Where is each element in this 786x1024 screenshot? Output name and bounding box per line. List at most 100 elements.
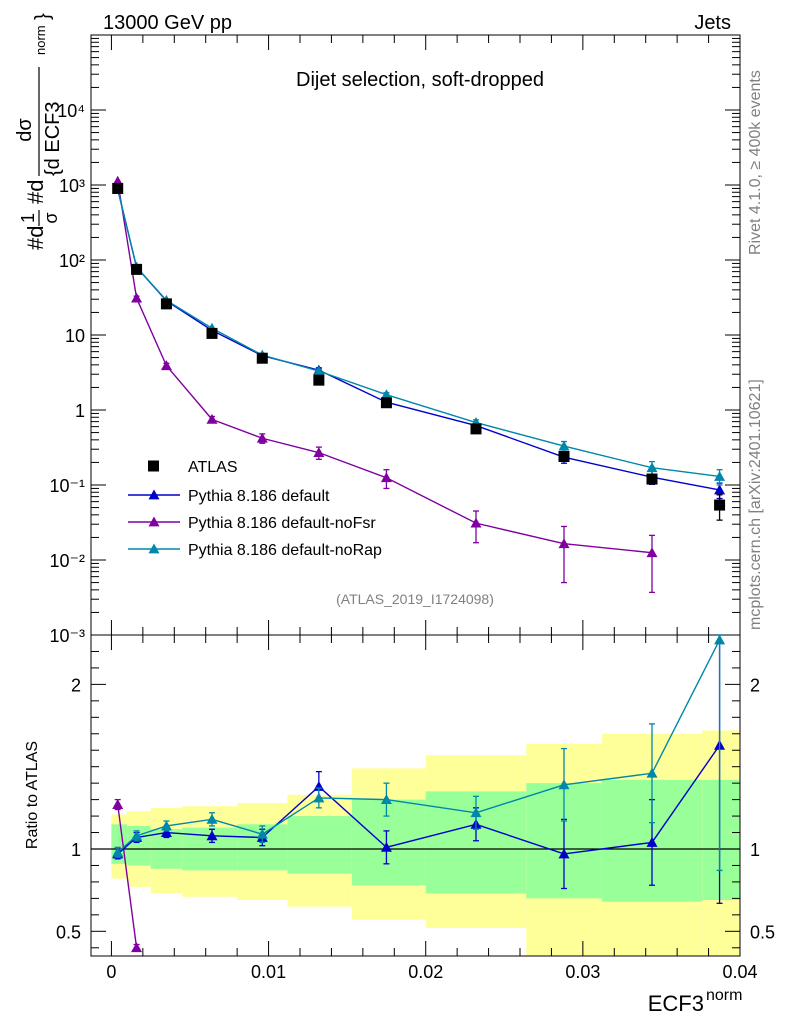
data-point	[206, 413, 218, 424]
data-point	[256, 352, 268, 364]
data-point	[206, 327, 218, 339]
data-point	[313, 792, 325, 803]
data-point	[131, 830, 143, 841]
x-tick-label: 0.02	[408, 962, 443, 982]
data-point	[714, 634, 726, 645]
legend-marker	[148, 543, 160, 554]
ratio-y-tick-label-right: 2	[750, 675, 760, 695]
data-point	[206, 830, 218, 841]
data-point	[380, 472, 392, 483]
series-line	[117, 188, 720, 491]
svg-text:1: 1	[18, 213, 38, 223]
svg-text:}: }	[32, 13, 54, 20]
legend-marker	[148, 460, 159, 472]
y-tick-label: 10⁻³	[49, 626, 85, 646]
data-point	[256, 828, 268, 839]
mcplots-label: mcplots.cern.ch [arXiv:2401.10621]	[747, 379, 764, 630]
legend-label: Pythia 8.186 default	[188, 488, 330, 505]
ratio-y-tick-label: 0.5	[56, 922, 81, 942]
legend-entry: Pythia 8.186 default	[128, 488, 330, 505]
y-tick-label: 10³	[59, 176, 85, 196]
svg-text:dσ: dσ	[14, 118, 36, 142]
series-pythia-8-186-default-norap	[112, 183, 726, 486]
data-point	[206, 813, 218, 824]
svg-text:{d ECF3: {d ECF3	[42, 102, 64, 176]
data-point	[646, 767, 658, 778]
data-point	[558, 779, 570, 790]
x-axis-label: ECF3 norm	[648, 987, 743, 1016]
data-point	[131, 942, 143, 953]
uncertainty-band-inner	[351, 799, 426, 886]
data-point	[558, 538, 570, 549]
data-point	[646, 473, 658, 485]
data-point	[646, 547, 658, 558]
series-line	[117, 181, 653, 554]
data-point	[558, 450, 570, 462]
ratio-plot-frame	[90, 634, 741, 957]
legend-label: Pythia 8.186 default-noFsr	[188, 515, 376, 532]
legend-entry: Pythia 8.186 default-noRap	[128, 542, 382, 559]
data-point	[256, 432, 268, 443]
y-tick-label: 1	[75, 401, 85, 421]
data-point	[646, 462, 658, 473]
x-tick-label: 0.01	[251, 962, 286, 982]
data-point	[558, 440, 570, 451]
series-pythia-8-186-default-nofsr	[112, 798, 143, 953]
data-point	[112, 846, 124, 857]
svg-text:norm: norm	[33, 25, 48, 55]
ratio-y-tick-label: 1	[71, 840, 81, 860]
ratio-y-tick-label-right: 1	[750, 840, 760, 860]
y-tick-label: 10⁻²	[49, 551, 85, 571]
data-point	[131, 292, 143, 303]
data-point	[160, 360, 172, 371]
data-point	[380, 389, 392, 400]
uncertainty-band-inner	[287, 816, 352, 874]
x-tick-label: 0	[106, 962, 116, 982]
data-point	[112, 799, 124, 809]
y-tick-label: 10²	[59, 251, 85, 271]
data-point	[160, 820, 172, 831]
series-pythia-8-186-default-norap	[112, 634, 726, 872]
data-point	[131, 263, 143, 275]
y-tick-label: 10⁻¹	[49, 476, 85, 496]
ratio-y-tick-label: 2	[71, 675, 81, 695]
series-atlas	[112, 182, 726, 521]
legend: ATLAS Pythia 8.186 default Pythia 8.186 de…	[128, 459, 382, 559]
data-point	[714, 499, 726, 511]
series-pythia-8-186-default	[112, 183, 726, 500]
data-point	[558, 848, 570, 859]
svg-text:ECF3: ECF3	[648, 991, 704, 1016]
svg-text:σ: σ	[41, 212, 61, 223]
x-tick-label: 0.04	[722, 962, 757, 982]
rivet-label: Rivet 4.1.0, ≥ 400k events	[747, 70, 764, 255]
data-point	[470, 807, 482, 818]
ratio-y-tick-label-right: 0.5	[750, 922, 775, 942]
data-point	[470, 423, 482, 435]
data-point	[380, 841, 392, 852]
data-point	[646, 836, 658, 847]
y-tick-label: 10	[65, 326, 85, 346]
main-title: Dijet selection, soft-dropped	[296, 69, 544, 91]
series-line	[117, 804, 138, 948]
svg-text:#d: #d	[23, 180, 48, 204]
energy-label: 13000 GeV pp	[103, 12, 232, 34]
main-y-axis-label: #d 1 σ #d dσ {d ECF3 norm }	[14, 13, 64, 250]
data-point	[313, 365, 325, 376]
svg-text:#d: #d	[23, 226, 48, 250]
ratio-y-axis-label: Ratio to ATLAS	[24, 741, 41, 849]
legend-label: Pythia 8.186 default-noRap	[188, 542, 382, 559]
data-point	[112, 182, 124, 194]
legend-label: ATLAS	[188, 459, 238, 476]
data-point	[714, 470, 726, 481]
reference-label: (ATLAS_2019_I1724098)	[336, 591, 494, 607]
legend-marker	[148, 489, 160, 500]
x-tick-label: 0.03	[565, 962, 600, 982]
svg-text:norm: norm	[706, 987, 742, 1004]
legend-entry: ATLAS	[148, 459, 238, 476]
data-point	[470, 517, 482, 528]
y-tick-label: 10⁴	[57, 101, 85, 121]
legend-entry: Pythia 8.186 default-noFsr	[128, 515, 376, 532]
data-point	[380, 794, 392, 805]
data-point	[313, 447, 325, 458]
